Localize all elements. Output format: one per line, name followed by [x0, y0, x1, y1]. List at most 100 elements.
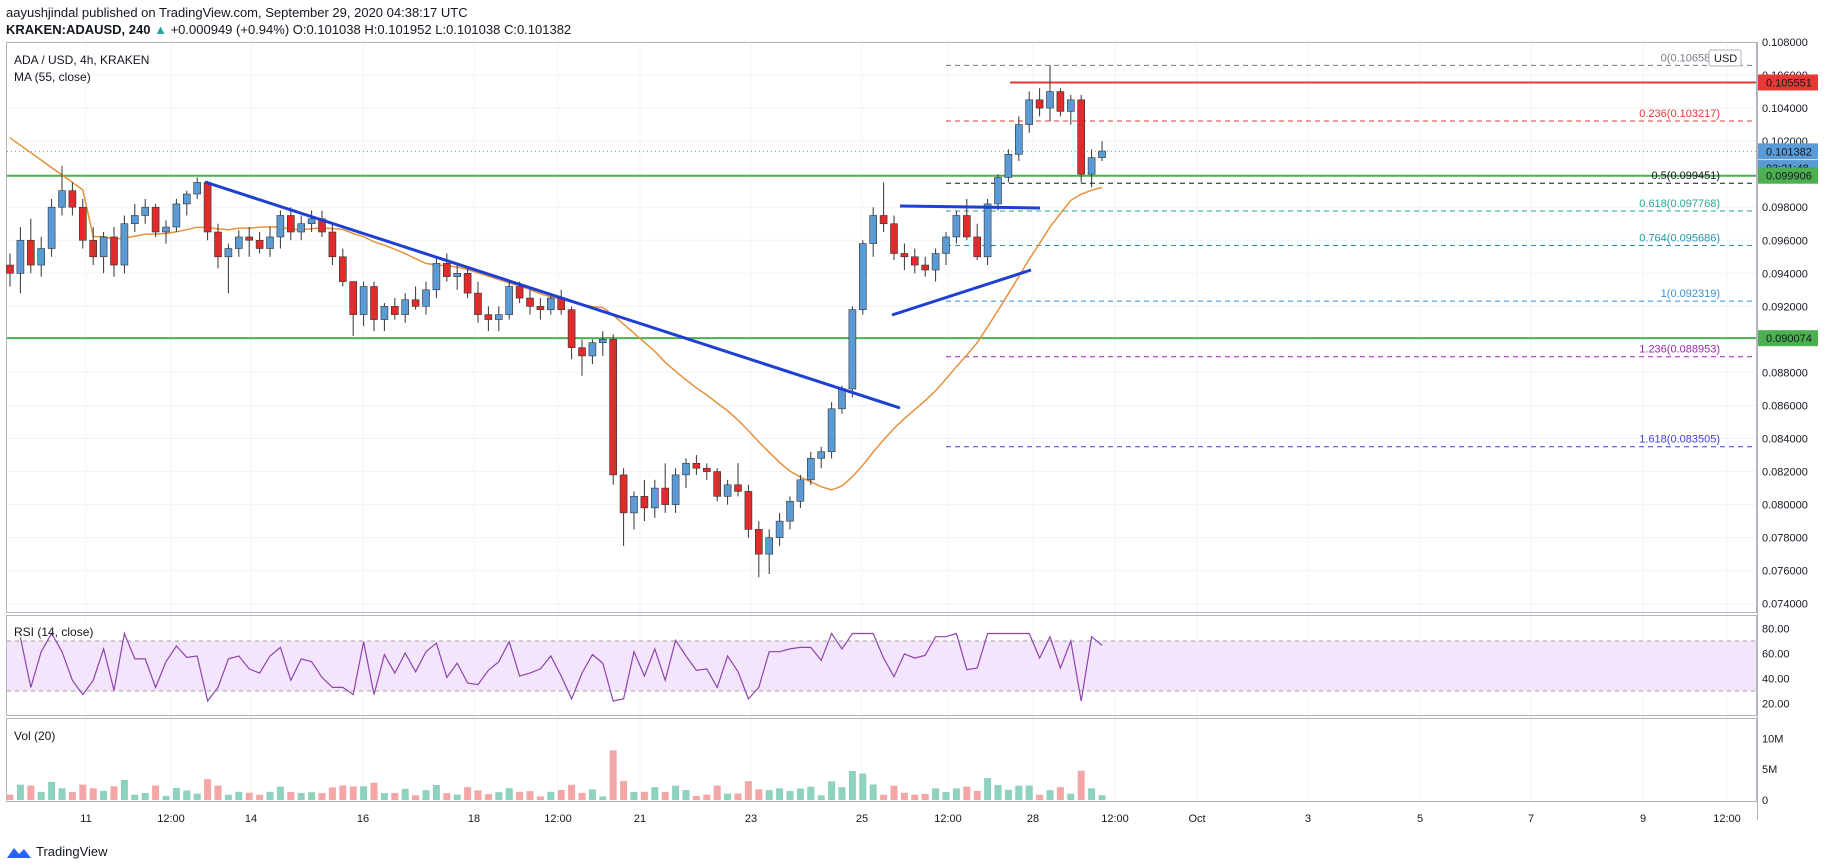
- candle-body: [723, 484, 732, 497]
- ma-line: [9, 137, 1103, 491]
- time-axis[interactable]: 11 12:00 14 16 18 12:00 21 23 25 12:00 28 12:00 Oct 3…: [80, 813, 1740, 825]
- volume-bar: [360, 786, 368, 800]
- volume-bar: [1098, 795, 1106, 800]
- candle-body: [890, 223, 898, 254]
- candle-body: [682, 463, 690, 476]
- candle-body: [994, 177, 1002, 205]
- up-candle: [1004, 149, 1013, 183]
- volume-bar: [672, 785, 680, 800]
- down-candle: [578, 339, 586, 376]
- volume-bar: [703, 794, 711, 800]
- up-candle: [796, 474, 805, 508]
- volume-bar: [869, 784, 877, 800]
- volume-bar: [58, 788, 66, 800]
- fibonacci-retracement[interactable]: 0(0.106583) 0.236(0.103217) 0.5(0.099451) 0…: [946, 52, 1756, 448]
- fib-level-label: 0.764(0.095686): [1639, 232, 1720, 244]
- up-candle: [141, 198, 149, 224]
- candle-body: [380, 306, 389, 320]
- up-candle: [422, 281, 430, 315]
- candle-body: [463, 273, 472, 294]
- up-candle: [58, 165, 66, 216]
- time-tick-label: 11: [80, 813, 91, 825]
- candle-body: [120, 223, 129, 266]
- price-badge-box: [1758, 74, 1818, 91]
- volume-bar: [620, 781, 628, 800]
- candle-body: [328, 231, 337, 258]
- ascending-trend-line: [891, 268, 1032, 317]
- volume-bar: [68, 792, 76, 800]
- author-name[interactable]: aayushjindal: [6, 5, 79, 20]
- candle-body: [754, 529, 763, 555]
- candle-body: [286, 215, 295, 233]
- open-value: O:0.101038: [292, 22, 361, 37]
- down-candle: [442, 253, 451, 282]
- down-candle: [1077, 94, 1085, 183]
- candle-body: [983, 203, 992, 258]
- up-candle: [546, 293, 555, 315]
- candle-body: [1056, 91, 1065, 112]
- rsi-pane-border: [6, 615, 1757, 716]
- volume-bar: [963, 786, 971, 800]
- volume-bar: [432, 784, 440, 800]
- change-pct: (+0.94%): [236, 22, 290, 37]
- volume-bar: [848, 770, 856, 800]
- candle-body: [1067, 99, 1075, 112]
- up-candle: [162, 220, 170, 244]
- candle-body: [338, 256, 347, 282]
- volume-bar: [224, 794, 232, 800]
- candle-body: [214, 231, 222, 258]
- candle-body: [598, 339, 607, 343]
- trend-lines[interactable]: [204, 180, 1041, 410]
- volume-bar: [755, 789, 763, 800]
- price-tick-label: 0.088000: [1762, 367, 1808, 379]
- volume-bar: [557, 789, 565, 800]
- down-candle: [484, 306, 493, 332]
- candle-body: [484, 314, 493, 320]
- candles: [6, 65, 1106, 578]
- candle-body: [536, 306, 545, 310]
- candle-body: [203, 182, 212, 233]
- down-candle: [286, 207, 295, 241]
- up-candle: [120, 215, 129, 274]
- tradingview-logo-icon: [7, 847, 31, 858]
- down-candle: [661, 463, 670, 513]
- up-candle: [817, 446, 826, 469]
- up-candle: [1098, 141, 1106, 161]
- volume-bar: [505, 788, 513, 800]
- candle-body: [1098, 150, 1106, 158]
- down-candle: [526, 289, 534, 315]
- volume-bar: [1088, 788, 1096, 800]
- rsi-pane: 80.00 60.00 40.00 20.00: [7, 624, 1790, 711]
- tradingview-logo[interactable]: TradingView: [6, 844, 108, 859]
- candle-body: [640, 496, 649, 509]
- volume-bar: [609, 750, 617, 800]
- price-axis[interactable]: 0.1080000.1060000.1040000.1020000.098000…: [1762, 37, 1808, 611]
- volume-tick-label: 0: [1762, 795, 1768, 807]
- candle-body: [931, 253, 940, 271]
- fib-level-label: 0.618(0.097768): [1639, 198, 1720, 210]
- up-candle: [380, 303, 389, 332]
- volume-legend: Vol (20): [14, 729, 55, 743]
- ma-legend: MA (55, close): [14, 70, 91, 84]
- candle-body: [442, 263, 451, 277]
- currency-badge-box[interactable]: [1708, 49, 1742, 67]
- down-candle: [68, 182, 77, 216]
- volume-bar: [588, 789, 596, 800]
- price-badge-box: [1758, 167, 1818, 184]
- candle-body: [131, 215, 139, 225]
- volume-bar: [568, 784, 576, 800]
- volume-bar: [16, 784, 24, 800]
- volume-bar: [464, 787, 472, 800]
- volume-bar: [734, 793, 742, 800]
- up-candle: [786, 496, 794, 530]
- price-tick-label: 0.084000: [1762, 434, 1808, 446]
- publish-info: aayushjindal published on TradingView.co…: [6, 5, 468, 20]
- volume-bar: [37, 792, 45, 800]
- candle-body: [827, 408, 836, 453]
- candle-body: [172, 203, 181, 228]
- candle-body: [266, 236, 274, 249]
- down-candle: [474, 281, 482, 323]
- volume-bar: [172, 787, 180, 800]
- volume-bar: [599, 796, 607, 800]
